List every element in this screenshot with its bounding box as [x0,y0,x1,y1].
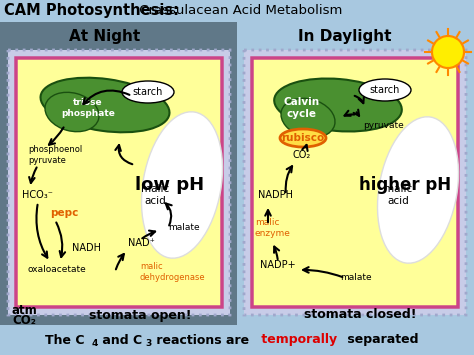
Text: oxaloacetate: oxaloacetate [28,266,87,274]
Ellipse shape [280,129,326,147]
Text: 4: 4 [92,339,99,348]
FancyBboxPatch shape [252,58,458,307]
Text: pyruvate: pyruvate [363,120,404,130]
FancyBboxPatch shape [16,58,222,307]
Text: atm: atm [12,304,38,317]
Polygon shape [0,22,237,325]
FancyBboxPatch shape [8,50,230,315]
Ellipse shape [274,78,402,131]
Text: NADH: NADH [72,243,101,253]
Text: rubisco: rubisco [282,133,325,143]
Text: CAM Photosynthesis:: CAM Photosynthesis: [4,4,179,18]
Text: Crassulacean Acid Metabolism: Crassulacean Acid Metabolism [135,5,342,17]
Ellipse shape [359,79,411,101]
Text: HCO₃⁻: HCO₃⁻ [22,190,53,200]
Text: malate: malate [168,224,200,233]
Ellipse shape [142,112,222,258]
Text: At Night: At Night [69,29,141,44]
Text: malic
dehydrogenase: malic dehydrogenase [140,262,206,282]
Text: 3: 3 [145,339,151,348]
Text: NADP+: NADP+ [260,260,296,270]
Polygon shape [0,0,474,22]
Text: NADPH: NADPH [258,190,293,200]
Ellipse shape [281,98,335,138]
Text: pepc: pepc [50,208,78,218]
Circle shape [432,36,464,68]
Text: malic
acid: malic acid [141,184,169,206]
Text: separated: separated [343,333,419,346]
Ellipse shape [377,117,458,263]
FancyBboxPatch shape [244,50,466,315]
Ellipse shape [45,92,99,132]
Text: starch: starch [133,87,163,97]
Text: CO₂: CO₂ [293,150,311,160]
Text: The C: The C [45,333,84,346]
Ellipse shape [122,81,174,103]
Text: temporally: temporally [257,333,337,346]
Text: In Daylight: In Daylight [298,29,392,44]
Text: malic
acid: malic acid [384,184,412,206]
Text: Calvin
cycle: Calvin cycle [284,97,320,119]
Text: starch: starch [370,85,400,95]
Text: and C: and C [98,333,142,346]
Text: triose
phosphate: triose phosphate [61,98,115,118]
Text: phosphoenol
pyruvate: phosphoenol pyruvate [28,145,82,165]
Text: malic
enzyme: malic enzyme [255,218,291,238]
Ellipse shape [41,78,170,132]
Text: CO₂: CO₂ [12,313,36,327]
Text: NAD⁺: NAD⁺ [128,238,155,248]
Text: higher pH: higher pH [359,176,451,194]
Text: malate: malate [340,273,372,283]
Text: low pH: low pH [136,176,205,194]
Text: reactions are: reactions are [152,333,249,346]
Text: stomata closed!: stomata closed! [304,308,416,322]
Polygon shape [0,325,474,355]
Text: stomata open!: stomata open! [89,308,191,322]
